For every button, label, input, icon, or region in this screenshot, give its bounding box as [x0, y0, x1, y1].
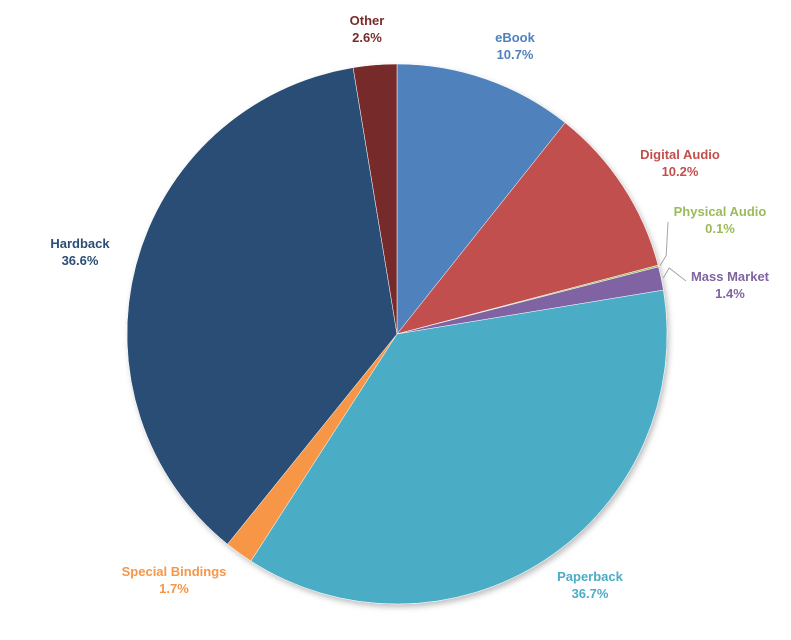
slice-label-ebook: eBook 10.7%	[495, 30, 536, 62]
pie-slice-ebook	[396, 63, 566, 335]
slice-value-label: 36.6%	[62, 253, 99, 268]
slice-labels: eBook 10.7% Digital Audio 10.2% Physical Aud…	[50, 13, 769, 601]
slice-label-hardback: Hardback 36.6%	[50, 236, 110, 268]
slice-value-label: 1.7%	[159, 581, 189, 596]
pie-slice-paperback	[250, 289, 668, 605]
pie-slice-hardback	[126, 67, 398, 545]
leader-line-mass-market	[662, 267, 687, 282]
slice-category-label: Special Bindings	[122, 564, 227, 579]
slice-value-label: 1.4%	[715, 286, 745, 301]
slice-value-label: 36.7%	[572, 586, 609, 601]
slice-value-label: 10.2%	[662, 164, 699, 179]
slice-value-label: 2.6%	[352, 30, 382, 45]
slice-label-paperback: Paperback 36.7%	[557, 569, 624, 601]
slice-label-other: Other 2.6%	[350, 13, 385, 45]
slice-category-label: Physical Audio	[674, 204, 767, 219]
slice-label-digital-audio: Digital Audio 10.2%	[640, 147, 720, 179]
slice-category-label: Paperback	[557, 569, 624, 584]
leader-lines	[659, 221, 687, 282]
slice-category-label: Other	[350, 13, 385, 28]
pie-slice-other	[352, 63, 398, 335]
slice-category-label: eBook	[495, 30, 536, 45]
pie-slices	[126, 63, 668, 605]
slice-label-physical-audio: Physical Audio 0.1%	[674, 204, 767, 236]
slice-label-mass-market: Mass Market 1.4%	[691, 269, 770, 301]
slice-value-label: 10.7%	[497, 47, 534, 62]
slice-category-label: Mass Market	[691, 269, 770, 284]
slice-category-label: Digital Audio	[640, 147, 720, 162]
leader-line-physical-audio	[659, 221, 669, 266]
slice-category-label: Hardback	[50, 236, 110, 251]
slice-value-label: 0.1%	[705, 221, 735, 236]
slice-label-special-bindings: Special Bindings 1.7%	[122, 564, 227, 596]
pie-slice-digital-audio	[396, 122, 659, 335]
